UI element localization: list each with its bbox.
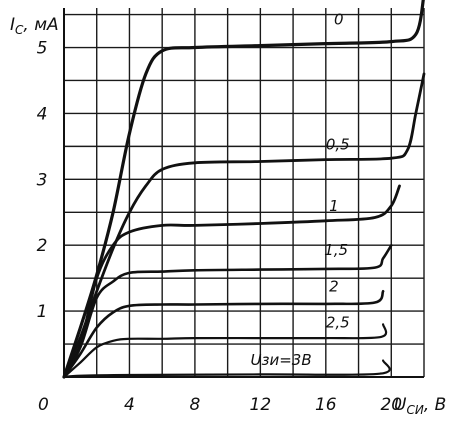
x-tick-label: 12 — [250, 395, 272, 415]
series-curve — [62, 290, 385, 379]
series-label: 1 — [329, 197, 339, 215]
y-axis-title-unit: , мА — [23, 15, 58, 35]
series-curve — [62, 0, 425, 379]
series-label: 1,5 — [324, 241, 348, 259]
x-tick-label: 8 — [189, 395, 200, 415]
y-tick-label: 2 — [37, 236, 48, 256]
x-axis-title-sub: СИ — [406, 403, 423, 417]
axes — [63, 8, 424, 378]
origin-label: 0 — [38, 395, 49, 415]
y-tick-label: 1 — [37, 302, 48, 322]
series-label: Uзи=3В — [251, 351, 312, 369]
y-axis-title-main: I — [10, 15, 15, 35]
series-label: 2,5 — [326, 314, 350, 332]
y-tick-label: 3 — [37, 170, 48, 190]
series-label: 2 — [329, 277, 339, 295]
series-curve — [62, 359, 391, 379]
y-axis-title: IС, мА — [10, 15, 59, 37]
x-tick-label: 4 — [124, 395, 135, 415]
x-axis-title-main: U — [394, 395, 407, 415]
curves — [62, 0, 426, 379]
series-curve — [62, 72, 426, 379]
x-tick-label: 20 — [380, 395, 402, 415]
y-tick-label: 5 — [37, 39, 48, 59]
x-axis-title-unit: , В — [424, 395, 446, 415]
series-curve — [62, 243, 393, 379]
grid — [64, 8, 425, 377]
y-axis-title-sub: С — [15, 23, 24, 37]
series-label: 0 — [334, 10, 344, 28]
x-tick-label: 16 — [315, 395, 337, 415]
series-curve — [62, 323, 388, 379]
series-curve — [62, 184, 401, 379]
series-labels: 0 0,5 1 1,5 2 2,5 Uзи=3В — [251, 10, 350, 369]
series-label: 0,5 — [326, 136, 350, 154]
y-tick-label: 4 — [37, 104, 48, 124]
x-axis-title: UСИ, В — [394, 395, 446, 417]
